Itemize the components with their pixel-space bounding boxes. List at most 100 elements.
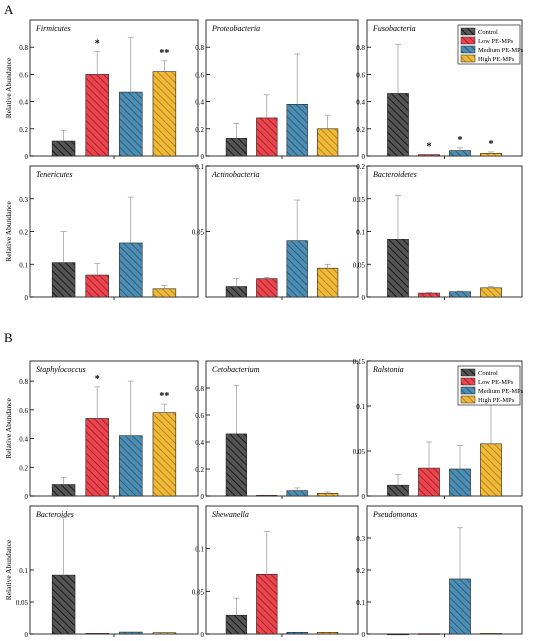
bar-control: [387, 633, 409, 636]
plot-title: Bacteroides: [36, 510, 74, 519]
y-tick-label: 0.2: [19, 126, 28, 134]
y-tick-label: 0.4: [195, 99, 204, 107]
bar-medium-pe-mps: [119, 242, 143, 298]
y-tick-label: 0.2: [19, 229, 28, 237]
panel-label-b: B: [4, 330, 13, 345]
y-tick-label: 0.1: [356, 403, 365, 411]
y-tick-label: 0.2: [195, 466, 204, 474]
plot-title: Staphylococcus: [36, 365, 86, 374]
plot-frame: [366, 505, 523, 635]
y-tick-label: 0: [362, 493, 366, 501]
bar-high-pe-mps: [316, 492, 339, 497]
bar-low-pe-mps: [256, 573, 278, 635]
legend-label-low-pe-mps: Low PE-MPs: [478, 379, 514, 386]
y-tick-label: 0.1: [19, 567, 28, 575]
y-tick-label: 0.4: [356, 99, 365, 107]
bar-high-pe-mps: [316, 267, 339, 298]
bar-medium-pe-mps: [286, 240, 308, 298]
plot-title: Bacteroidetes: [373, 170, 417, 179]
bar-high-pe-mps: [152, 71, 177, 157]
y-tick-label: 0.8: [19, 44, 28, 52]
y-tick-label: 0.8: [195, 44, 204, 52]
y-tick-label: 0: [201, 153, 205, 161]
plot-pseudomonas: 0 0.1 0.2 0.3 Pseudomonas: [356, 505, 523, 639]
y-tick-label: 0.1: [19, 261, 28, 269]
y-tick-label: 0.8: [356, 44, 365, 52]
bar-high-pe-mps: [316, 128, 339, 157]
bar-low-pe-mps: [418, 467, 440, 497]
significance-high-pe-mps: **: [159, 391, 169, 402]
y-tick-label: 0.1: [195, 546, 204, 554]
bar-low-pe-mps: [85, 418, 109, 497]
bar-control: [225, 286, 248, 298]
bar-control: [51, 262, 76, 298]
plot-cetobacterium: 0 0.2 0.4 0.6 0.8 Cetobacterium: [195, 360, 359, 501]
legend: Control Low PE-MPs Medium PE-MPs High PE-MP…: [457, 365, 524, 406]
y-tick-label: 0.15: [353, 196, 366, 204]
plot-title: Shewanella: [212, 510, 249, 519]
plot-proteobacteria: 0 0.2 0.4 0.6 0.8 Proteobacteria: [195, 19, 359, 161]
y-tick-label: 0.3: [356, 535, 365, 543]
plot-shewanella: 0 0.05 0.1 Shewanella: [192, 505, 359, 639]
y-tick-label: 0: [25, 294, 29, 302]
y-tick-label: 0.6: [195, 71, 204, 79]
y-tick-label: 0: [201, 631, 205, 639]
bar-low-pe-mps: [418, 292, 440, 298]
plot-title: Ralstonia: [372, 365, 404, 374]
bar-high-pe-mps: [316, 631, 339, 635]
bar-medium-pe-mps: [449, 578, 471, 635]
y-tick-label: 0.15: [353, 358, 366, 366]
bar-high-pe-mps: [480, 633, 502, 635]
y-tick-label: 0.1: [356, 229, 365, 237]
y-tick-label: 0.2: [356, 126, 365, 134]
bar-control: [51, 574, 76, 635]
y-tick-label: 0.2: [195, 126, 204, 134]
bar-medium-pe-mps: [449, 291, 471, 298]
y-tick-label: 0.8: [19, 378, 28, 386]
bar-high-pe-mps: [152, 632, 177, 635]
legend-swatch-control: [460, 27, 476, 36]
y-tick-label: 0: [362, 631, 366, 639]
y-tick-label: 0: [25, 493, 29, 501]
y-tick-label: 0.4: [195, 439, 204, 447]
bar-control: [387, 484, 409, 497]
bar-low-pe-mps: [418, 154, 440, 157]
bar-high-pe-mps: [480, 443, 502, 497]
bar-high-pe-mps: [152, 412, 177, 497]
legend-label-control: Control: [478, 29, 498, 36]
y-tick-label: 0.05: [353, 448, 366, 456]
plot-staphylococcus: 0 0.2 0.4 0.6 0.8 Staphylococcus Relative Abun…: [4, 360, 199, 501]
plot-title: Fusobacteria: [372, 24, 416, 33]
y-tick-label: 0.2: [356, 567, 365, 575]
plot-ralstonia: 0 0.05 0.1 0.15 Ralstonia Control Low PE-MPs Me…: [353, 358, 524, 501]
bar-control: [225, 138, 248, 157]
bar-low-pe-mps: [418, 633, 440, 635]
plot-title: Actinobacteria: [211, 170, 260, 179]
bar-low-pe-mps: [85, 633, 109, 635]
y-tick-label: 0.1: [356, 599, 365, 607]
y-tick-label: 0.05: [192, 229, 205, 237]
plot-title: Pseudomonas: [372, 510, 417, 519]
y-tick-label: 0: [25, 153, 29, 161]
y-tick-label: 0.4: [19, 99, 28, 107]
plot-frame: [205, 505, 359, 635]
plots-container: 0 0.2 0.4 0.6 0.8 Firmicutes Relative Abundanc…: [4, 19, 524, 639]
significance-high-pe-mps: *: [489, 139, 494, 150]
legend-label-medium-pe-mps: Medium PE-MPs: [478, 388, 524, 395]
bar-medium-pe-mps: [119, 435, 143, 497]
legend-swatch-control: [460, 368, 476, 377]
panel-label-a: A: [4, 2, 14, 17]
plot-title: Proteobacteria: [211, 24, 260, 33]
plot-title: Tenericutes: [36, 170, 73, 179]
y-tick-label: 0: [362, 153, 366, 161]
bar-control: [51, 140, 76, 157]
legend-swatch-high-pe-mps: [460, 395, 476, 404]
bar-medium-pe-mps: [119, 631, 143, 635]
legend-swatch-medium-pe-mps: [460, 45, 476, 54]
bar-control: [387, 239, 409, 298]
legend-swatch-low-pe-mps: [460, 377, 476, 386]
y-tick-label: 0.6: [356, 71, 365, 79]
bar-low-pe-mps: [256, 495, 278, 497]
bar-medium-pe-mps: [449, 150, 471, 157]
bar-control: [225, 614, 248, 635]
